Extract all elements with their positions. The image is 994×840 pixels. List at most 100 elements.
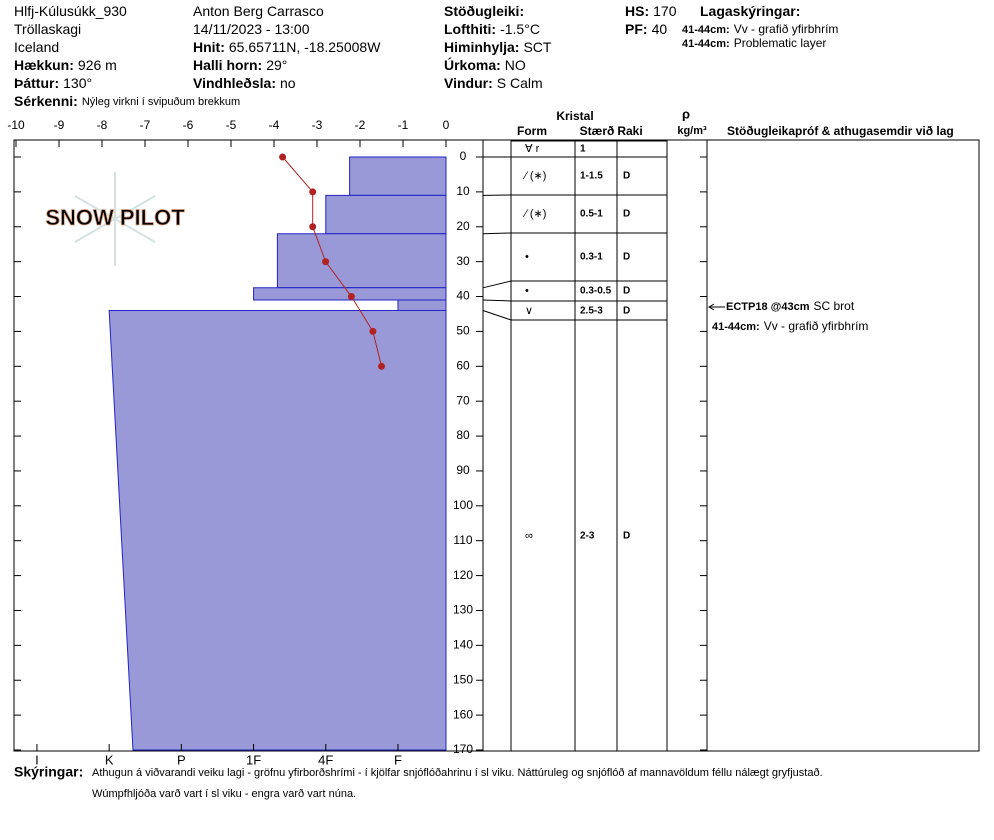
depth-tick-label: 100 [453, 498, 473, 512]
depth-tick-label: 50 [456, 324, 470, 338]
header-field-value: 130° [63, 75, 92, 91]
header-field-label: Hækkun: [14, 57, 74, 73]
header-field: Stöðugleiki: [444, 3, 524, 19]
footer-line: Athugun á viðvarandi veiku lagi - gröfnu… [92, 767, 823, 779]
crystal-moisture: D [623, 171, 630, 182]
header-field-value: 14/11/2023 - 13:00 [193, 21, 310, 37]
header-field: Vindur: S Calm [444, 75, 543, 91]
header-field: Anton Berg Carrasco [193, 3, 324, 19]
legend-line-value: Vv - grafið yfirbhrím [734, 22, 839, 36]
stability-test: ECTP18 @43cm SC brot [726, 299, 855, 313]
footer-line: Wúmpfhljóða varð vart í sl viku - engra … [92, 788, 356, 800]
temperature-point [347, 293, 355, 301]
header-field-label: Hnit: [193, 39, 225, 55]
hardness-layer [349, 156, 447, 196]
legend-title: Lagaskýringar: [700, 3, 800, 19]
density-symbol: ρ [682, 106, 690, 121]
temp-tick-label: -1 [398, 118, 409, 132]
temp-tick-label: -6 [183, 118, 194, 132]
stability-test-label: ECTP18 @43cm [726, 301, 810, 313]
hardness-tick-label: P [177, 752, 186, 767]
crystal-size: 1-1.5 [580, 171, 603, 182]
depth-tick-label: 70 [456, 393, 470, 407]
depth-tick-label: 110 [453, 533, 472, 547]
legend-line: 41-44cm: Vv - grafið yfirbhrím [682, 22, 838, 36]
header-field: 14/11/2023 - 13:00 [193, 21, 310, 37]
legend-line: 41-44cm: Problematic layer [682, 36, 826, 50]
depth-tick-label: 160 [453, 707, 473, 721]
table-frame [482, 139, 980, 752]
header-field: Þáttur: 130° [14, 75, 92, 91]
header-features: Sérkenni: Nýleg virkni í svipuðum brekkum [14, 93, 240, 109]
temperature-point [322, 258, 330, 266]
temperature-point [309, 188, 317, 196]
header-field-value: no [280, 75, 296, 91]
density-unit: kg/m³ [677, 125, 707, 137]
stability-test-value: SC brot [814, 299, 855, 313]
temp-tick-label: -8 [97, 118, 108, 132]
header-features-value: Nýleg virkni í svipuðum brekkum [82, 96, 240, 108]
header-field: HS: 170 [625, 3, 677, 19]
depth-tick-label: 40 [456, 289, 470, 303]
hardness-layer [325, 194, 447, 235]
header-field-label: Þáttur: [14, 75, 59, 91]
depth-tick-label: 80 [456, 428, 470, 442]
header-field-value: Tröllaskagi [14, 21, 81, 37]
header-field-value: Anton Berg Carrasco [193, 3, 324, 19]
crystal-size: 0.3-1 [580, 252, 603, 263]
depth-tick-label: 0 [460, 149, 467, 163]
header-field: Tröllaskagi [14, 21, 81, 37]
temp-tick-label: -2 [355, 118, 366, 132]
hardness-tick-label: K [105, 752, 114, 767]
crystal-title: Kristal [556, 109, 593, 123]
temperature-point [309, 223, 317, 231]
crystal-moisture: D [623, 306, 630, 317]
header-field-value: 926 m [78, 57, 117, 73]
header-field-value: 40 [652, 21, 668, 37]
header-field-label: Vindur: [444, 75, 493, 91]
temperature-point [378, 362, 385, 370]
crystal-size: 0.5-1 [580, 209, 603, 220]
temp-tick-label: -5 [226, 118, 237, 132]
hardness-layer [108, 309, 447, 751]
header-features-label: Sérkenni: [14, 93, 78, 109]
temperature-point [279, 153, 287, 161]
header-field-label: HS: [625, 3, 649, 19]
header-field-value: 65.65711N, -18.25008W [229, 39, 381, 55]
hardness-tick-label: I [35, 752, 39, 767]
temp-tick-label: -4 [269, 118, 280, 132]
hardness-tick-label: 1F [246, 752, 261, 767]
depth-tick-label: 120 [453, 568, 473, 582]
crystal-size: 0.3-0.5 [580, 286, 612, 297]
header-field-value: S Calm [497, 75, 543, 91]
crystal-form: ∀ r [525, 143, 540, 155]
header-field: Halli horn: 29° [193, 57, 287, 73]
header-field: Úrkoma: NO [444, 56, 526, 73]
crystal-size: 2-3 [580, 531, 595, 542]
layer-connector [482, 232, 512, 235]
header-field-value: 29° [266, 57, 287, 73]
header-field-label: Halli horn: [193, 57, 262, 73]
header-field-value: 170 [653, 3, 677, 19]
logo-text: SNOW PILOT [45, 205, 185, 230]
crystal-moisture: D [623, 531, 630, 542]
test-arrowhead [708, 303, 715, 311]
depth-tick-label: 140 [453, 638, 473, 652]
logo-flake [74, 195, 156, 243]
crystal-form: • [525, 251, 529, 263]
header-field-value: Hlfj-Kúlusúkk_930 [14, 3, 127, 19]
header-field: Iceland [14, 39, 59, 55]
crystal-form: ∞ [525, 530, 533, 542]
depth-tick-label: 130 [453, 603, 473, 617]
layer-connector [482, 280, 512, 289]
header-field-label: Lofthiti: [444, 21, 496, 37]
temp-tick-label: -9 [54, 118, 65, 132]
header-field: Vindhleðsla: no [193, 75, 296, 91]
header-field: PF: 40 [625, 21, 667, 37]
hardness-tick-label: 4F [318, 752, 333, 767]
header-field-label: Himinhylja: [444, 39, 519, 55]
temp-tick-label: -3 [312, 118, 323, 132]
header-field: Hlfj-Kúlusúkk_930 [14, 3, 127, 19]
crystal-size: 1 [580, 144, 586, 155]
